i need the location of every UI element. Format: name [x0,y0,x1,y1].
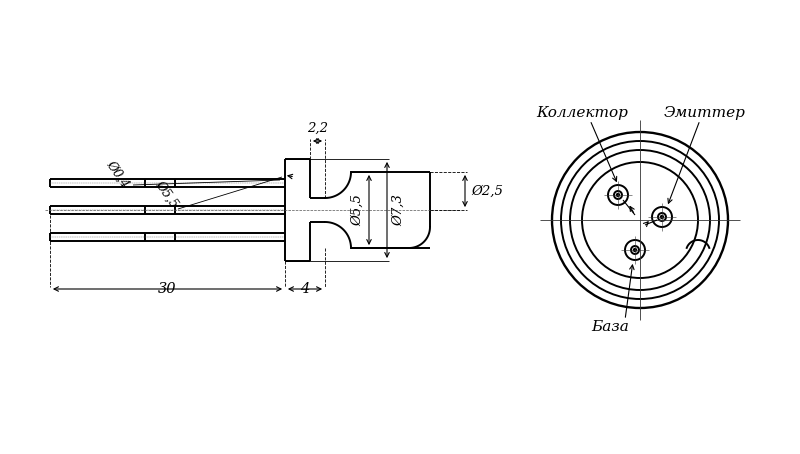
Text: Ø0,4: Ø0,4 [104,158,132,190]
Text: 4: 4 [300,282,310,296]
Text: Ø5,5: Ø5,5 [153,178,181,210]
Circle shape [661,216,663,218]
Text: База: База [591,320,629,334]
Text: Ø5,5: Ø5,5 [351,194,364,226]
Text: 2,2: 2,2 [307,122,328,135]
Text: Ø2,5: Ø2,5 [471,184,503,197]
Circle shape [617,193,619,197]
Text: Ø7,3: Ø7,3 [392,194,405,226]
Text: Коллектор: Коллектор [536,106,628,120]
Circle shape [634,248,637,252]
Text: 30: 30 [158,282,177,296]
Text: Эмиттер: Эмиттер [664,106,746,120]
